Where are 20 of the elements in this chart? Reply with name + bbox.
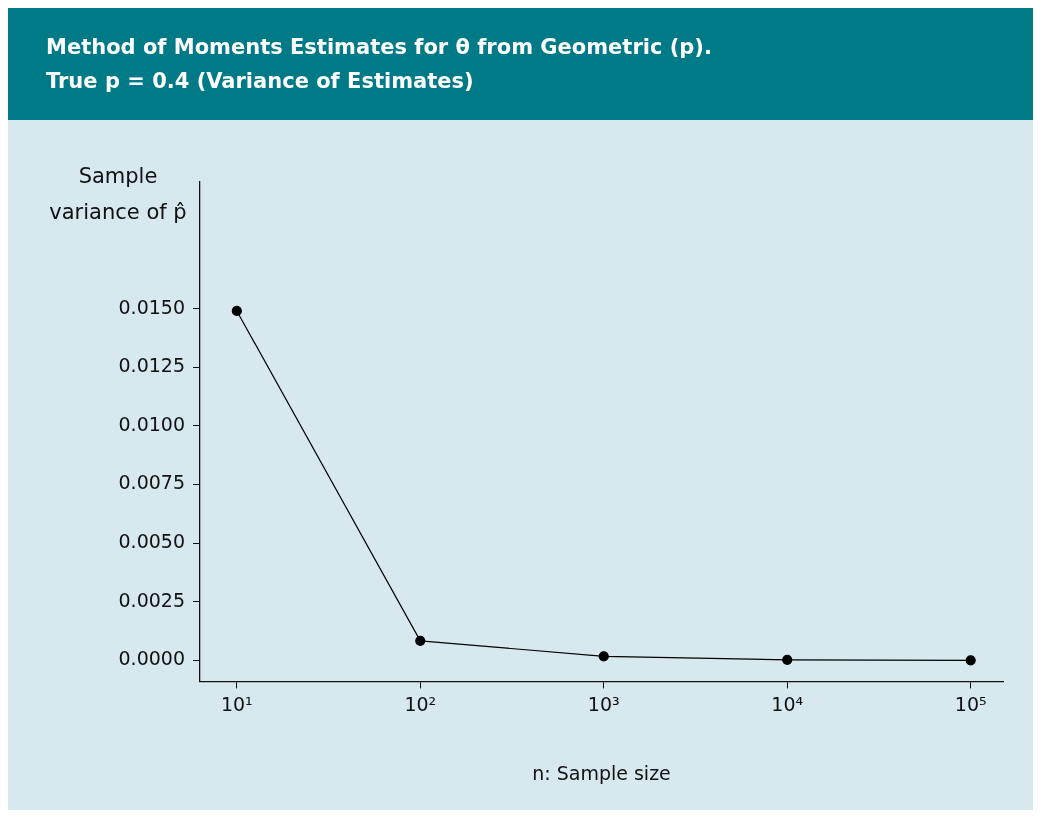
point xyxy=(231,305,242,317)
y-tick-label: 0.0000 xyxy=(118,647,185,670)
point xyxy=(598,651,609,662)
chart-title: Method of Moments Estimates for θ from Geometric (p). True p = 0.4 (Variance of Estimates) xyxy=(8,8,1033,120)
y-tick-label: 0.0100 xyxy=(118,412,185,435)
point xyxy=(415,635,426,646)
y-tick-label: 0.0025 xyxy=(118,588,185,611)
y-axis-title: Sample variance of p̂ xyxy=(48,163,188,226)
x-tick-label: 10³ xyxy=(587,692,620,715)
y-tick-label: 0.0125 xyxy=(118,354,185,377)
point xyxy=(965,655,976,666)
y-tick-label: 0.0150 xyxy=(118,295,185,318)
y-tick-label: 0.0075 xyxy=(118,471,185,494)
point xyxy=(782,654,793,665)
x-tick-label: 10² xyxy=(404,692,437,715)
x-tick-label: 10¹ xyxy=(220,692,253,715)
x-tick-label: 10⁴ xyxy=(771,692,804,715)
y-tick-label: 0.0050 xyxy=(118,530,185,553)
x-axis-title: n: Sample size xyxy=(532,761,671,784)
x-tick-label: 10⁵ xyxy=(954,692,987,715)
